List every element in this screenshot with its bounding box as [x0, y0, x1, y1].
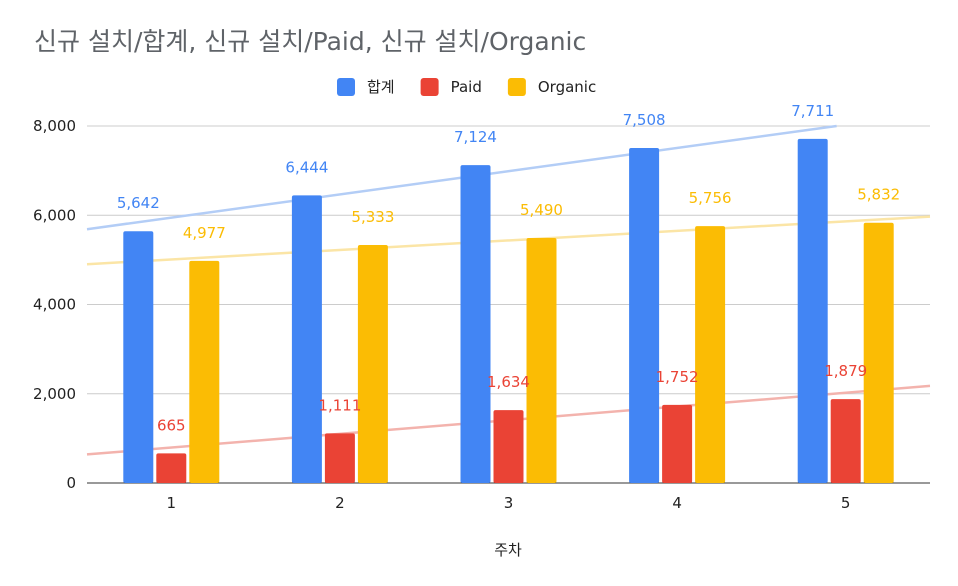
legend-swatch — [507, 78, 526, 96]
data-label: 5,490 — [520, 201, 563, 219]
bar — [863, 222, 894, 483]
data-label: 1,111 — [318, 396, 361, 414]
x-tick-label: 2 — [335, 494, 345, 512]
data-labels: 5,642 6,444 7,124 7,508 7,711 665 1,111 1,634 1,… — [117, 102, 900, 434]
data-label: 6,444 — [285, 158, 328, 176]
x-tick-label: 3 — [504, 494, 514, 512]
bar — [357, 245, 388, 483]
bar — [662, 404, 693, 483]
y-tick-label: 0 — [66, 474, 76, 492]
data-label: 7,508 — [623, 111, 666, 129]
legend-label: Paid — [451, 78, 482, 96]
data-label: 7,124 — [454, 128, 497, 146]
data-label: 5,642 — [117, 194, 160, 212]
x-tick-label: 4 — [672, 494, 682, 512]
data-label: 1,752 — [656, 368, 699, 386]
bar — [797, 138, 828, 484]
bars — [123, 138, 894, 484]
bar — [526, 238, 557, 483]
chart-title: 신규 설치/합계, 신규 설치/Paid, 신규 설치/Organic — [34, 27, 587, 56]
x-axis-title: 주차 — [494, 541, 522, 559]
data-label: 4,977 — [183, 224, 226, 242]
legend-swatch — [420, 78, 439, 96]
data-label: 5,756 — [689, 189, 732, 207]
bar — [695, 226, 726, 484]
bar — [189, 260, 220, 483]
bar — [460, 165, 491, 484]
y-axis-ticks: 0 2,000 4,000 6,000 8,000 — [33, 117, 76, 492]
bar — [291, 195, 322, 483]
y-tick-label: 8,000 — [33, 117, 76, 135]
data-label: 5,333 — [351, 208, 394, 226]
data-label: 7,711 — [791, 102, 834, 120]
data-label: 1,879 — [824, 362, 867, 380]
bar — [156, 453, 187, 483]
gridlines — [87, 125, 930, 484]
x-tick-label: 5 — [841, 494, 851, 512]
y-tick-label: 6,000 — [33, 206, 76, 224]
bar — [324, 433, 355, 483]
x-axis-ticks: 1 2 3 4 5 — [167, 494, 851, 512]
legend-swatch — [337, 78, 355, 96]
data-label: 665 — [157, 416, 186, 434]
data-label: 1,634 — [487, 373, 530, 391]
bar — [830, 399, 861, 483]
bar — [123, 231, 154, 483]
y-tick-label: 2,000 — [33, 385, 76, 403]
legend: 합계 Paid Organic — [337, 78, 596, 96]
bar — [629, 147, 660, 483]
bar — [493, 410, 524, 483]
x-tick-label: 1 — [167, 494, 177, 512]
legend-label: 합계 — [367, 78, 395, 96]
trendline-3 — [86, 215, 931, 266]
legend-label: Organic — [538, 78, 596, 96]
y-tick-label: 4,000 — [33, 296, 76, 314]
data-label: 5,832 — [857, 186, 900, 204]
